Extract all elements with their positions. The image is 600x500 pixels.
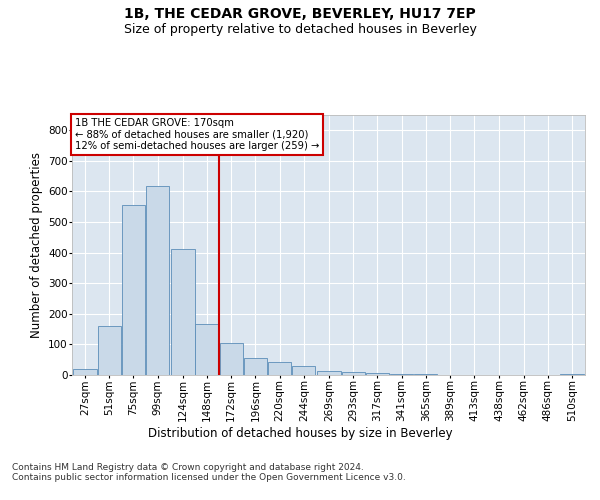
Bar xyxy=(560,374,584,375)
Text: Distribution of detached houses by size in Beverley: Distribution of detached houses by size … xyxy=(148,428,452,440)
Text: 1B THE CEDAR GROVE: 170sqm
← 88% of detached houses are smaller (1,920)
12% of s: 1B THE CEDAR GROVE: 170sqm ← 88% of deta… xyxy=(74,118,319,151)
Text: Contains HM Land Registry data © Crown copyright and database right 2024.
Contai: Contains HM Land Registry data © Crown c… xyxy=(12,462,406,482)
Bar xyxy=(317,370,341,375)
Bar xyxy=(146,186,169,375)
Bar xyxy=(244,358,267,375)
Bar xyxy=(414,374,437,375)
Bar xyxy=(268,362,292,375)
Bar xyxy=(196,324,219,375)
Bar xyxy=(341,372,365,375)
Bar xyxy=(390,374,413,375)
Bar xyxy=(98,326,121,375)
Text: 1B, THE CEDAR GROVE, BEVERLEY, HU17 7EP: 1B, THE CEDAR GROVE, BEVERLEY, HU17 7EP xyxy=(124,8,476,22)
Y-axis label: Number of detached properties: Number of detached properties xyxy=(29,152,43,338)
Bar xyxy=(122,204,145,375)
Bar xyxy=(220,344,243,375)
Bar xyxy=(171,248,194,375)
Bar xyxy=(292,366,316,375)
Text: Size of property relative to detached houses in Beverley: Size of property relative to detached ho… xyxy=(124,22,476,36)
Bar xyxy=(73,369,97,375)
Bar xyxy=(365,373,389,375)
